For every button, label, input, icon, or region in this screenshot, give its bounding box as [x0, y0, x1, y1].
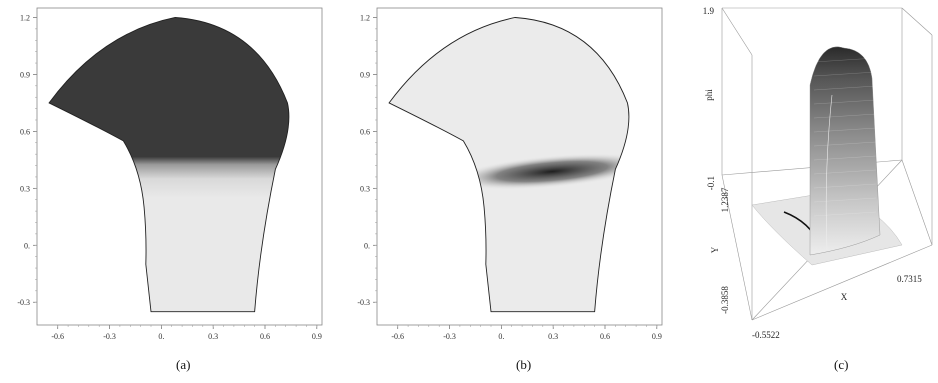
x-tick-label: -0.3 — [103, 332, 116, 341]
y-tick-label: 0.3 — [20, 184, 30, 193]
phase-field-fill — [49, 17, 289, 312]
y-tick-label: 0.9 — [20, 70, 30, 79]
z-tick-label: 1.9 — [703, 6, 715, 16]
y-tick-label: 1.2 — [20, 13, 30, 22]
domain-outline — [388, 17, 630, 313]
z-tick-label: -0.1 — [706, 176, 716, 190]
x-axis-label: X — [841, 292, 848, 302]
y-axis-label: Y — [710, 246, 720, 253]
bounding-box-edge — [721, 174, 753, 321]
surface-band-line — [813, 127, 877, 133]
y-tick-label: 0.9 — [360, 70, 370, 79]
interface-band — [451, 153, 629, 190]
x-tick-label: -0.6 — [391, 332, 404, 341]
x-tick-label: 0. — [498, 332, 504, 341]
y-tick-label: 0.3 — [360, 184, 370, 193]
x-tick-label: 0.9 — [312, 332, 322, 341]
surface-band-line — [813, 169, 877, 175]
x-tick-label: 0.3 — [208, 332, 218, 341]
y-tick-label: 0.6 — [360, 127, 370, 136]
bounding-box-edge — [751, 244, 933, 321]
surface-band-line — [813, 155, 877, 161]
domain-outline — [48, 17, 290, 313]
y-tick-label: 1.2 — [360, 13, 370, 22]
surface-band-line — [813, 57, 877, 63]
y-tick-label: -0.3858 — [720, 286, 730, 314]
y-tick-label: 0. — [364, 241, 370, 250]
surface-band-line — [813, 211, 877, 217]
y-tick-label: 1.2387 — [720, 187, 730, 212]
x-tick-label: 0.9 — [652, 332, 662, 341]
y-tick-label: 0.6 — [20, 127, 30, 136]
contour-plot-a: -0.6 -0.3 0. 0.3 0.6 0.9 -0.3 0. 0.3 0.6 0.9 1.2 — [17, 7, 323, 341]
x-tick-label: -0.6 — [51, 332, 64, 341]
bounding-box-edge — [901, 7, 933, 36]
x-tick-label: -0.5522 — [752, 330, 780, 340]
caption-c: (c) — [834, 357, 849, 372]
panel-c: 1.9 -0.1 phi 1.2387 -0.3858 Y -0.5522 0.7315 X (… — [692, 0, 938, 383]
x-tick-label: 0.6 — [600, 332, 610, 341]
y-tick-label: 0. — [24, 241, 30, 250]
surface-plot-c: 1.9 -0.1 phi 1.2387 -0.3858 Y -0.5522 0.7315 X — [703, 6, 933, 340]
x-tick-label: 0.7315 — [897, 274, 922, 284]
surface-band-line — [813, 85, 877, 91]
surface-band-line — [813, 71, 877, 77]
x-tick-label: -0.3 — [443, 332, 456, 341]
surface-highlight — [825, 94, 833, 251]
field-group — [389, 17, 629, 312]
y-tick-label: -0.3 — [17, 298, 30, 307]
y-tick-label: -0.3 — [357, 298, 370, 307]
surface-band-line — [813, 183, 877, 189]
surface-band-line — [813, 113, 877, 119]
plot-frame — [376, 7, 663, 326]
panel-a: -0.6 -0.3 0. 0.3 0.6 0.9 -0.3 0. 0.3 0.6 0.9 1.2 (a… — [0, 0, 330, 383]
x-tick-label: 0. — [158, 332, 164, 341]
z-axis-label: phi — [704, 89, 714, 101]
field-group — [49, 17, 289, 312]
surface-wall — [809, 46, 881, 256]
contour-plot-b: -0.6 -0.3 0. 0.3 0.6 0.9 -0.3 0. 0.3 0.6 0.9 1.2 — [357, 7, 663, 341]
x-tick-label: 0.3 — [548, 332, 558, 341]
caption-a: (a) — [176, 357, 191, 372]
bounding-box-edge — [901, 159, 933, 246]
plot-frame — [36, 7, 323, 326]
x-tick-label: 0.6 — [260, 332, 270, 341]
surface-band-line — [813, 141, 877, 147]
bounding-box-edge — [721, 7, 753, 56]
caption-b: (b) — [516, 357, 532, 372]
surface-band-line — [813, 197, 877, 203]
panel-b: -0.6 -0.3 0. 0.3 0.6 0.9 -0.3 0. 0.3 0.6 0.9 1.2 (b… — [340, 0, 670, 383]
surface-band-line — [813, 99, 877, 105]
